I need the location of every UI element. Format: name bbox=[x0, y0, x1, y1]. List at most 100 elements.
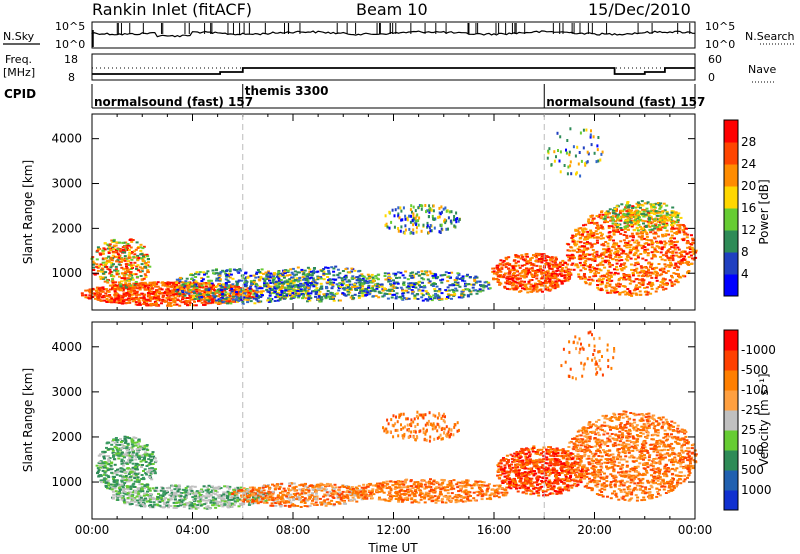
scatter-cell bbox=[439, 231, 442, 234]
scatter-cell bbox=[211, 287, 215, 290]
scatter-cell bbox=[221, 283, 225, 286]
scatter-cell bbox=[629, 243, 633, 246]
scatter-cell bbox=[429, 296, 433, 299]
scatter-cell bbox=[526, 272, 530, 275]
scatter-cell bbox=[277, 282, 281, 285]
scatter-cell bbox=[310, 283, 314, 286]
scatter-cell bbox=[166, 281, 170, 284]
scatter-cell bbox=[615, 265, 618, 268]
scatter-cell bbox=[663, 240, 667, 243]
scatter-cell bbox=[580, 228, 584, 231]
scatter-cell bbox=[569, 164, 572, 168]
scatter-cell bbox=[665, 251, 669, 254]
scatter-cell bbox=[407, 286, 411, 289]
scatter-cell bbox=[110, 299, 114, 302]
scatter-cell bbox=[102, 288, 106, 291]
scatter-cell bbox=[348, 288, 352, 291]
scatter-cell bbox=[664, 234, 668, 237]
scatter-cell bbox=[320, 269, 324, 272]
scatter-cell bbox=[520, 264, 524, 267]
scatter-cell bbox=[365, 293, 369, 296]
scatter-cell bbox=[534, 270, 538, 273]
scatter-cell bbox=[593, 242, 597, 245]
scatter-cell bbox=[113, 294, 117, 297]
scatter-cell bbox=[618, 283, 622, 286]
scatter-cell bbox=[599, 254, 603, 257]
scatter-cell bbox=[625, 210, 629, 213]
scatter-cell bbox=[466, 288, 469, 291]
scatter-cell bbox=[128, 251, 132, 254]
scatter-cell bbox=[287, 285, 291, 288]
scatter-cell bbox=[292, 280, 296, 282]
scatter-cell bbox=[100, 296, 104, 299]
scatter-cell bbox=[662, 214, 666, 217]
scatter-cell bbox=[328, 297, 332, 300]
scatter-cell bbox=[450, 210, 453, 214]
scatter-cell bbox=[550, 280, 554, 283]
scatter-cell bbox=[130, 456, 134, 459]
scatter-cell bbox=[157, 288, 161, 291]
scatter-cell bbox=[335, 292, 339, 295]
scatter-cell bbox=[661, 235, 665, 238]
scatter-cell bbox=[596, 228, 600, 231]
scatter-cell bbox=[465, 283, 469, 286]
scatter-cell bbox=[166, 292, 170, 295]
scatter-cell bbox=[513, 265, 517, 268]
scatter-cell bbox=[648, 281, 652, 284]
freq-right-tick-bottom: 0 bbox=[708, 71, 715, 84]
scatter-cell bbox=[357, 270, 361, 273]
scatter-cell bbox=[280, 286, 284, 289]
scatter-cell bbox=[399, 286, 403, 289]
scatter-cell bbox=[145, 253, 149, 256]
scatter-cell bbox=[525, 286, 529, 289]
scatter-cell bbox=[521, 270, 525, 272]
scatter-cell bbox=[255, 271, 259, 274]
colorbar-swatch bbox=[724, 120, 738, 143]
scatter-cell bbox=[642, 279, 646, 282]
scatter-cell bbox=[315, 282, 319, 285]
scatter-cell bbox=[582, 128, 585, 132]
scatter-cell bbox=[674, 263, 678, 266]
scatter-cell bbox=[611, 219, 615, 222]
scatter-cell bbox=[191, 288, 195, 291]
scatter-cell bbox=[675, 227, 679, 230]
scatter-cell bbox=[149, 302, 153, 305]
scatter-cell bbox=[392, 279, 395, 282]
scatter-cell bbox=[202, 295, 206, 298]
scatter-cell bbox=[322, 274, 326, 277]
scatter-cell bbox=[626, 206, 630, 209]
scatter-cell bbox=[680, 255, 684, 258]
scatter-cell bbox=[638, 286, 642, 289]
scatter-cell bbox=[263, 277, 267, 280]
scatter-cell bbox=[110, 471, 114, 474]
scatter-cell bbox=[584, 162, 587, 166]
scatter-cell bbox=[353, 286, 357, 288]
scatter-cell bbox=[593, 151, 596, 155]
scatter-cell bbox=[421, 289, 425, 292]
scatter-cell bbox=[227, 281, 231, 283]
scatter-cell bbox=[172, 287, 176, 290]
scatter-cell bbox=[632, 246, 636, 249]
scatter-cell bbox=[501, 261, 505, 264]
scatter-cell bbox=[303, 289, 307, 292]
scatter-cell bbox=[417, 223, 420, 227]
scatter-cell bbox=[683, 259, 687, 261]
scatter-cell bbox=[607, 236, 611, 239]
scatter-cell bbox=[226, 279, 230, 282]
scatter-cell bbox=[474, 275, 478, 278]
noise-sky-line bbox=[91, 30, 695, 38]
scatter-cell bbox=[679, 216, 683, 219]
scatter-cell bbox=[217, 277, 221, 279]
scatter-cell bbox=[658, 227, 662, 230]
scatter-cell bbox=[262, 272, 265, 275]
scatter-cell bbox=[668, 214, 672, 217]
scatter-cell bbox=[131, 293, 135, 296]
scatter-cell bbox=[625, 255, 629, 258]
scatter-cell bbox=[418, 216, 421, 220]
scatter-cell bbox=[685, 227, 688, 230]
scatter-cell bbox=[515, 277, 519, 280]
scatter-cell bbox=[649, 285, 653, 288]
scatter-cell bbox=[581, 231, 585, 234]
scatter-cell bbox=[309, 292, 313, 295]
